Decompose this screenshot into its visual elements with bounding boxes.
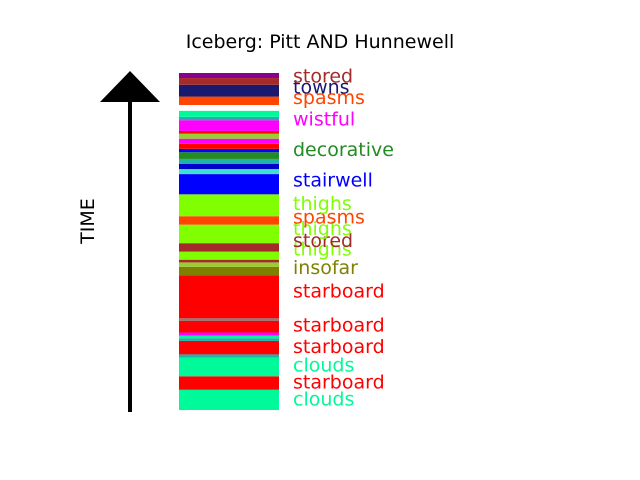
segment-label-10: spasms bbox=[293, 206, 365, 228]
bar-segment-33 bbox=[179, 96, 279, 106]
segment-label-14: wistful bbox=[293, 109, 355, 131]
bar-segment-30 bbox=[179, 116, 279, 121]
bar-segment-19 bbox=[179, 174, 279, 195]
bar-segment-2 bbox=[179, 357, 279, 377]
bar-segment-10 bbox=[179, 275, 279, 319]
bar-segment-3 bbox=[179, 354, 279, 358]
bar-segment-20 bbox=[179, 169, 279, 175]
segment-label-9: thighs bbox=[293, 218, 352, 240]
segment-label-12: stairwell bbox=[293, 169, 373, 191]
bar-segment-26 bbox=[179, 138, 279, 144]
bar-segment-8 bbox=[179, 320, 279, 333]
segment-label-8: stored bbox=[293, 230, 353, 252]
time-arrow bbox=[100, 71, 160, 412]
segment-label-15: spasms bbox=[293, 87, 365, 109]
segment-label-11: thighs bbox=[293, 193, 352, 215]
bar-segment-0 bbox=[179, 389, 279, 410]
bar-segment-4 bbox=[179, 340, 279, 355]
bar-segment-22 bbox=[179, 158, 279, 164]
bar-segment-23 bbox=[179, 152, 279, 159]
segment-label-0: clouds bbox=[293, 388, 354, 410]
bar-segment-12 bbox=[179, 262, 279, 267]
bar-segment-1 bbox=[179, 376, 279, 390]
bar-segment-17 bbox=[179, 216, 279, 225]
bar-segment-24 bbox=[179, 148, 279, 153]
bar-segment-11 bbox=[179, 266, 279, 276]
bar-segment-21 bbox=[179, 163, 279, 170]
segment-label-6: insofar bbox=[293, 257, 358, 279]
segment-label-5: starboard bbox=[293, 281, 385, 303]
segment-label-2: clouds bbox=[293, 355, 354, 377]
segment-label-3: starboard bbox=[293, 336, 385, 358]
bar-segment-31 bbox=[179, 110, 279, 117]
bar-segment-36 bbox=[179, 73, 279, 79]
bar-segment-28 bbox=[179, 130, 279, 134]
time-arrow-head bbox=[100, 71, 160, 102]
chart-title: Iceberg: Pitt AND Hunnewell bbox=[185, 31, 455, 53]
segment-label-16: towns bbox=[293, 77, 350, 99]
bar-segment-6 bbox=[179, 335, 279, 339]
bar-segment-7 bbox=[179, 332, 279, 336]
bar-segment-29 bbox=[179, 120, 279, 131]
segment-label-17: stored bbox=[293, 66, 353, 88]
segment-label-7: thighs bbox=[293, 238, 352, 260]
segment-label-13: decorative bbox=[293, 139, 394, 161]
bar-segment-34 bbox=[179, 84, 279, 97]
iceberg-bar bbox=[179, 73, 279, 410]
bar-segment-18 bbox=[179, 194, 279, 217]
bar-segment-15 bbox=[179, 243, 279, 252]
segment-label-4: starboard bbox=[293, 314, 385, 336]
bar-segment-27 bbox=[179, 133, 279, 139]
segment-label-1: starboard bbox=[293, 372, 385, 394]
bar-segment-9 bbox=[179, 318, 279, 321]
bar-segment-35 bbox=[179, 78, 279, 85]
bar-segment-25 bbox=[179, 143, 279, 149]
bar-segment-5 bbox=[179, 338, 279, 341]
bar-segment-32 bbox=[179, 105, 279, 111]
segment-labels: cloudsstarboardcloudsstarboardstarboards… bbox=[293, 66, 394, 411]
bar-segment-14 bbox=[179, 251, 279, 260]
bar-segment-13 bbox=[179, 259, 279, 263]
bar-segment-16 bbox=[179, 224, 279, 244]
